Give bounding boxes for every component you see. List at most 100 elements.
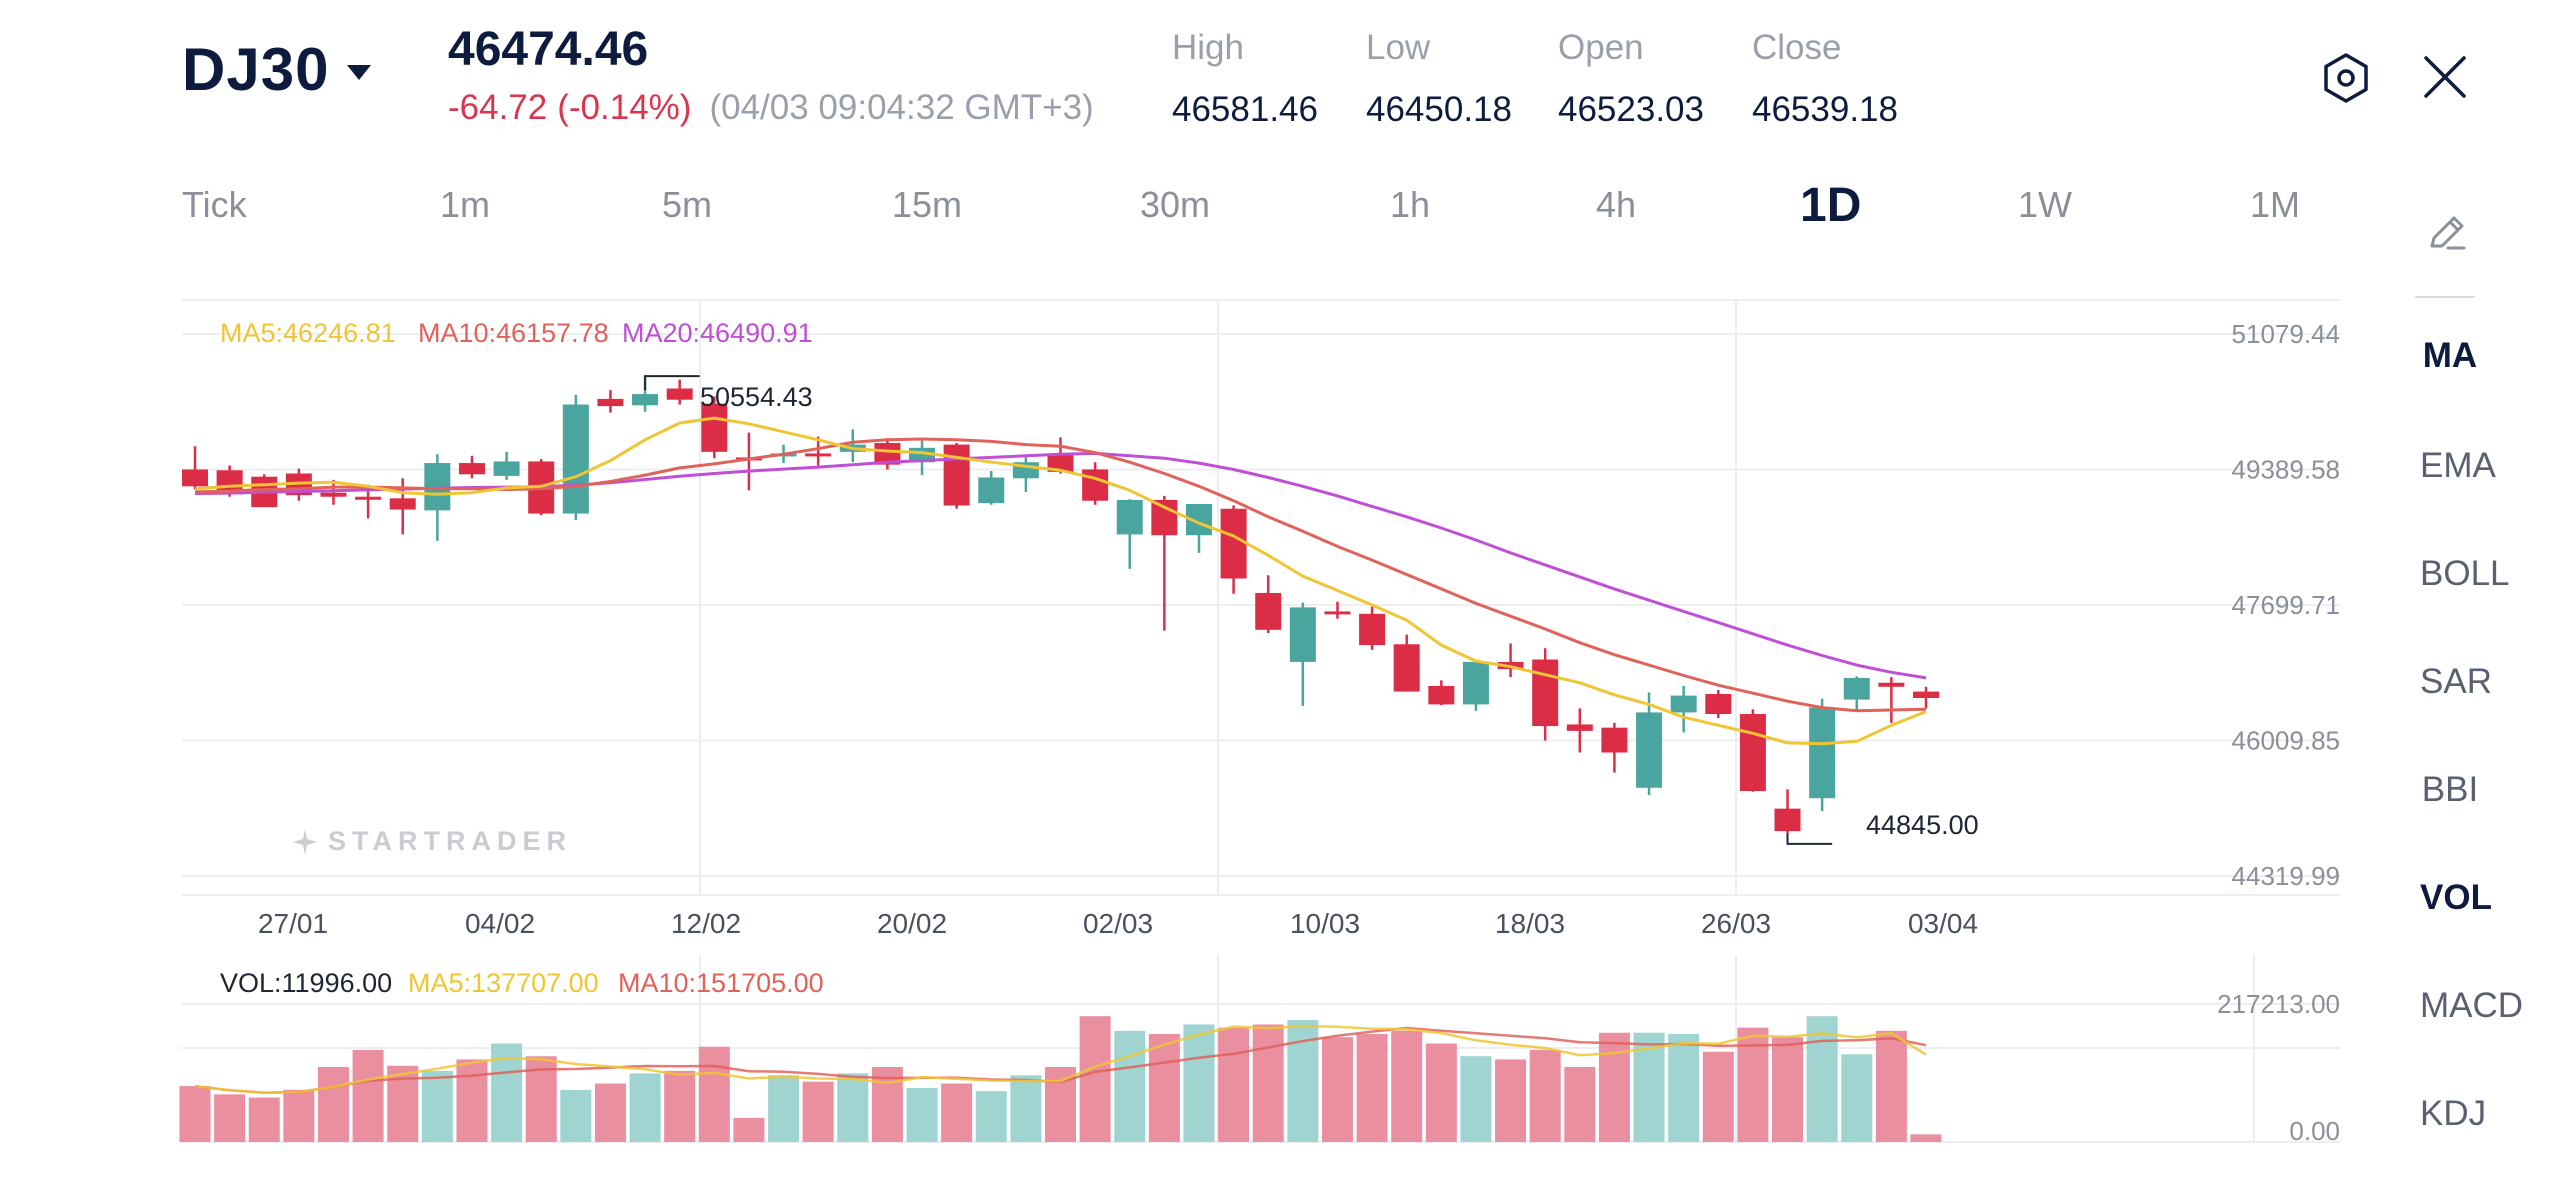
y-tick-label: 51079.44 [2232, 319, 2340, 349]
watermark-text: STARTRADER [328, 826, 572, 856]
volume-bar [1218, 1027, 1250, 1142]
volume-bar [733, 1117, 765, 1142]
volume-bar [1425, 1043, 1457, 1142]
candle-body [320, 492, 347, 497]
volume-bar [1321, 1037, 1353, 1142]
candle-body [1878, 682, 1905, 687]
volume-bar [1806, 1016, 1838, 1142]
high-value: 46581.46 [1172, 90, 1318, 129]
symbol-selector[interactable]: DJ30 [182, 34, 372, 104]
volume-bar [1460, 1056, 1492, 1142]
volume-bar [768, 1075, 800, 1142]
x-tick-label: 02/03 [1083, 908, 1153, 939]
x-tick-label: 10/03 [1290, 908, 1360, 939]
volume-bar [941, 1083, 973, 1142]
candle-body [1047, 453, 1074, 472]
tab-timeframe-1m[interactable]: 1m [440, 184, 491, 225]
volume-bar [1252, 1024, 1284, 1142]
x-tick-label: 04/02 [465, 908, 535, 939]
star-logo-icon [293, 828, 317, 855]
indicator-kdj[interactable]: KDJ [2420, 1094, 2487, 1133]
candle-body [1220, 508, 1247, 579]
quote-timestamp: (04/03 09:04:32 GMT+3) [709, 88, 1094, 127]
high-label: High [1172, 28, 1244, 67]
volume-bar [837, 1073, 869, 1142]
volume-bar [1702, 1051, 1734, 1142]
volume-bar [1356, 1033, 1388, 1142]
indicator-bbi[interactable]: BBI [2421, 770, 2479, 809]
volume-bar [1598, 1032, 1630, 1142]
x-tick-label: 20/02 [877, 908, 947, 939]
pencil-draw-icon[interactable] [2424, 210, 2470, 261]
candle-body [943, 444, 970, 506]
indicator-sar[interactable]: SAR [2420, 662, 2492, 701]
x-tick-label: 03/04 [1908, 908, 1978, 939]
tab-timeframe-1h[interactable]: 1h [1390, 184, 1431, 225]
candle-body [182, 469, 208, 487]
candle-body [1116, 499, 1143, 535]
candle-body [1739, 714, 1766, 792]
volume-bar [1183, 1024, 1215, 1142]
low-value: 46450.18 [1366, 90, 1512, 129]
tab-timeframe-5m[interactable]: 5m [662, 184, 713, 225]
close-icon[interactable] [2420, 52, 2470, 107]
ma20-line [194, 451, 1927, 680]
volume-bar [1114, 1030, 1146, 1142]
candle-body [1289, 607, 1316, 662]
ma5-line [194, 416, 1927, 746]
volume-bar [802, 1081, 834, 1142]
candle-body [1913, 691, 1939, 698]
candle-body [1324, 611, 1351, 615]
candle-body [1809, 707, 1836, 799]
candle-body [355, 496, 382, 500]
x-tick-label: 18/03 [1495, 908, 1565, 939]
indicator-ma[interactable]: MA [2422, 336, 2478, 375]
symbol-name: DJ30 [182, 35, 330, 103]
volume-bar [975, 1091, 1007, 1142]
tab-timeframe-1d[interactable]: 1D [1800, 179, 1862, 232]
ma20-legend: MA20:46490.91 [622, 318, 813, 348]
tab-timeframe-1m[interactable]: 1M [2250, 184, 2301, 225]
volume-bar [248, 1097, 280, 1142]
candle-body [1601, 727, 1628, 753]
volume-bar [1841, 1054, 1873, 1142]
settings-hexagon-icon[interactable] [2320, 52, 2372, 109]
candle-body [1151, 499, 1178, 536]
candle-body [874, 443, 901, 465]
indicator-vol[interactable]: VOL [2420, 878, 2492, 917]
x-tick-label: 27/01 [258, 908, 328, 939]
candle-body [1636, 712, 1663, 788]
vol-axis-max: 217213.00 [2217, 989, 2340, 1019]
current-price: 46474.46 [448, 23, 649, 76]
open-block: Open 46523.03 [1558, 28, 1704, 130]
volume-bar [179, 1086, 211, 1142]
candle-body [805, 453, 832, 457]
candle-body [1843, 677, 1870, 700]
candle-body [597, 398, 624, 407]
candle-body [458, 463, 485, 475]
tab-timeframe-30m[interactable]: 30m [1140, 184, 1211, 225]
candle-body [389, 498, 416, 510]
low-annotation: 44845.00 [1866, 810, 1979, 840]
candle-body [666, 388, 693, 400]
volume-bar [664, 1070, 696, 1142]
high-annotation: 50554.43 [700, 382, 813, 412]
volume-bar [456, 1059, 488, 1142]
candle-body [1566, 724, 1593, 731]
side-divider [2415, 296, 2475, 298]
tab-timeframe-1w[interactable]: 1W [2018, 184, 2072, 225]
tab-timeframe-15m[interactable]: 15m [892, 184, 963, 225]
volume-bar [1668, 1033, 1700, 1142]
candle-body [1255, 592, 1282, 630]
volume-bar [629, 1073, 661, 1142]
tab-timeframe-tick[interactable]: Tick [182, 184, 247, 225]
low-marker-line [1786, 833, 1833, 845]
candle-body [1774, 808, 1801, 832]
tab-timeframe-4h[interactable]: 4h [1596, 184, 1637, 225]
low-label: Low [1366, 28, 1431, 67]
volume-bar [1079, 1016, 1111, 1142]
y-tick-label: 47699.71 [2232, 590, 2340, 620]
volume-bar [317, 1067, 349, 1142]
price-change: -64.72 [448, 88, 548, 127]
